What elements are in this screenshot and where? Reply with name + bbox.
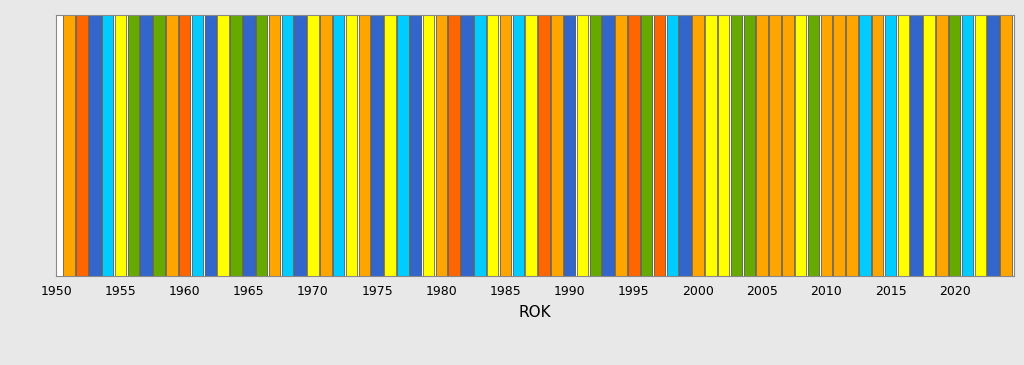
Bar <box>692 15 703 276</box>
Bar <box>461 15 473 276</box>
Bar <box>577 15 589 276</box>
Bar <box>397 15 409 276</box>
Bar <box>602 15 614 276</box>
Bar <box>179 15 190 276</box>
Bar <box>615 15 627 276</box>
Bar <box>551 15 562 276</box>
Bar <box>924 15 935 276</box>
Bar <box>63 15 75 276</box>
Bar <box>525 15 537 276</box>
Bar <box>987 15 999 276</box>
Bar <box>808 15 819 276</box>
Bar <box>834 15 845 276</box>
Bar <box>307 15 318 276</box>
Bar <box>191 15 204 276</box>
Bar <box>795 15 807 276</box>
Bar <box>962 15 974 276</box>
Bar <box>628 15 640 276</box>
Bar <box>140 15 152 276</box>
Bar <box>205 15 216 276</box>
Bar <box>885 15 896 276</box>
Bar <box>846 15 858 276</box>
Bar <box>743 15 755 276</box>
Bar <box>410 15 422 276</box>
Bar <box>268 15 281 276</box>
Bar <box>757 15 768 276</box>
Bar <box>166 15 177 276</box>
Bar <box>372 15 383 276</box>
Bar <box>680 15 691 276</box>
Bar <box>949 15 961 276</box>
Bar <box>321 15 332 276</box>
Bar <box>653 15 666 276</box>
Bar <box>820 15 833 276</box>
Bar <box>898 15 909 276</box>
Bar <box>115 15 126 276</box>
Bar <box>910 15 922 276</box>
Bar <box>667 15 678 276</box>
Bar <box>513 15 524 276</box>
Bar <box>128 15 139 276</box>
Bar <box>564 15 575 276</box>
Bar <box>89 15 100 276</box>
Bar <box>101 15 114 276</box>
Bar <box>859 15 870 276</box>
Bar <box>449 15 460 276</box>
Bar <box>500 15 511 276</box>
Bar <box>1000 15 1012 276</box>
Bar <box>333 15 344 276</box>
Bar <box>230 15 242 276</box>
Bar <box>718 15 729 276</box>
Bar <box>384 15 396 276</box>
Bar <box>975 15 986 276</box>
Bar <box>346 15 357 276</box>
Bar <box>474 15 485 276</box>
Bar <box>936 15 947 276</box>
Bar <box>282 15 293 276</box>
Bar <box>641 15 652 276</box>
Bar <box>154 15 165 276</box>
Bar <box>782 15 794 276</box>
Bar <box>217 15 229 276</box>
Bar <box>731 15 742 276</box>
Bar <box>539 15 550 276</box>
Bar <box>423 15 434 276</box>
Bar <box>294 15 306 276</box>
Bar <box>243 15 255 276</box>
Bar <box>486 15 499 276</box>
Bar <box>769 15 781 276</box>
Bar <box>76 15 88 276</box>
Bar <box>358 15 370 276</box>
Bar <box>590 15 601 276</box>
Bar <box>872 15 884 276</box>
Bar <box>256 15 267 276</box>
Bar <box>435 15 447 276</box>
Bar <box>706 15 717 276</box>
X-axis label: ROK: ROK <box>519 304 551 319</box>
